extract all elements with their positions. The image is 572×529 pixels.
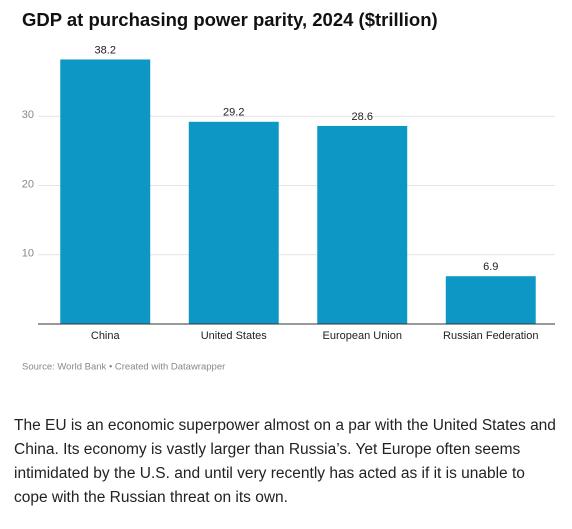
value-label: 6.9	[483, 261, 498, 273]
x-tick-label: United States	[201, 330, 268, 342]
chart-title: GDP at purchasing power parity, 2024 ($t…	[22, 9, 438, 30]
bar	[445, 276, 536, 324]
x-tick-label: Russian Federation	[443, 330, 538, 342]
x-tick-label: European Union	[322, 330, 402, 342]
bar	[317, 125, 408, 324]
x-tick-label: China	[91, 330, 121, 342]
bar	[60, 59, 151, 325]
source-note: Source: World Bank • Created with Datawr…	[22, 362, 225, 373]
value-label: 29.2	[223, 107, 244, 119]
value-label: 28.6	[352, 111, 373, 123]
value-label: 38.2	[95, 44, 116, 56]
y-tick-label: 10	[22, 248, 34, 260]
y-tick-label: 30	[22, 109, 34, 121]
bar	[188, 121, 279, 324]
body-text: The EU is an economic superpower almost …	[14, 417, 556, 506]
y-tick-label: 20	[22, 178, 34, 190]
chart: GDP at purchasing power parity, 2024 ($t…	[22, 9, 555, 373]
